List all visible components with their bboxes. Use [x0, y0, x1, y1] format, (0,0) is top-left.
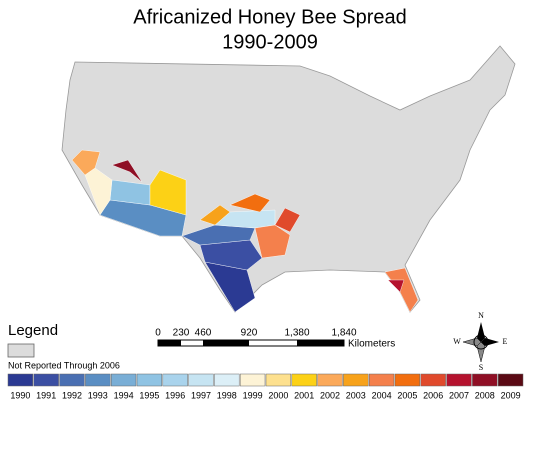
title: Africanized Honey Bee Spread — [133, 6, 407, 28]
scale-label: 1,380 — [284, 328, 309, 339]
region — [387, 279, 405, 293]
region — [199, 204, 231, 226]
legend-swatch — [446, 373, 472, 387]
legend-label: 1994 — [114, 390, 134, 400]
compass-n: N — [478, 311, 484, 320]
compass-s: S — [479, 363, 483, 372]
legend-label: 1990 — [10, 390, 30, 400]
legend-label: 1998 — [217, 390, 237, 400]
legend-label: 1999 — [243, 390, 263, 400]
region — [274, 207, 301, 233]
compass-needle — [477, 322, 485, 342]
scale-label: 0 — [155, 328, 161, 339]
scale-segment — [158, 340, 181, 346]
legend-swatch — [85, 373, 111, 387]
region — [254, 224, 291, 259]
legend-label: 2000 — [268, 390, 288, 400]
legend-swatch — [136, 373, 163, 387]
legend-label: 1997 — [191, 390, 211, 400]
legend-swatch — [394, 373, 421, 387]
compass-e: E — [503, 337, 508, 346]
not-reported-label: Not Reported Through 2006 — [8, 360, 120, 370]
legend-label: 1993 — [88, 390, 108, 400]
legend-label: 2009 — [501, 390, 521, 400]
region — [111, 159, 143, 183]
compass-needle — [462, 337, 482, 347]
legend-label: 2002 — [320, 390, 340, 400]
legend-swatch — [188, 373, 214, 387]
us-map — [61, 45, 516, 313]
legend-swatch — [7, 373, 34, 387]
legend-label: 2003 — [346, 390, 366, 400]
legend-title: Legend — [8, 322, 58, 339]
legend-swatches: 1990 1991 1992 1993 1994 1995 1996 1997 1998 1999… — [7, 373, 524, 400]
legend-swatch — [291, 373, 317, 387]
spread-regions — [71, 149, 419, 313]
scale-unit: Kilometers — [348, 339, 395, 350]
legend-label: 2001 — [294, 390, 314, 400]
scale-label: 230 — [173, 328, 190, 339]
legend-label: 2006 — [423, 390, 443, 400]
compass-needle — [481, 338, 499, 346]
scale-label: 1,840 — [331, 328, 356, 339]
legend-swatch — [497, 373, 524, 387]
legend-swatch — [420, 373, 446, 387]
legend-label: 2007 — [449, 390, 469, 400]
legend-swatch — [265, 373, 292, 387]
subtitle: 1990-2009 — [222, 31, 318, 53]
compass-w: W — [453, 337, 461, 346]
legend-swatch — [239, 373, 266, 387]
region — [384, 267, 419, 313]
legend-label: 2005 — [397, 390, 417, 400]
region — [181, 224, 256, 246]
legend-swatch — [343, 373, 369, 387]
legend-swatch — [472, 373, 498, 387]
region — [71, 149, 101, 176]
scale-bar: Kilometers 0 230 460 920 1,380 1,840 — [155, 328, 395, 350]
compass: N S W E — [453, 311, 507, 372]
scale-label: 920 — [241, 328, 258, 339]
legend-label: 1991 — [36, 390, 56, 400]
legend-label: 1992 — [62, 390, 82, 400]
legend-swatch — [368, 373, 395, 387]
region — [149, 169, 187, 216]
scale-segment — [297, 340, 344, 346]
us-outline — [61, 45, 516, 313]
legend-swatch — [317, 373, 343, 387]
legend-label: 1995 — [139, 390, 159, 400]
scale-label: 460 — [195, 328, 212, 339]
compass-ring — [473, 334, 489, 350]
legend-label: 1996 — [165, 390, 185, 400]
not-reported-swatch — [7, 343, 35, 358]
legend-label: 2008 — [475, 390, 495, 400]
legend-swatch — [59, 373, 85, 387]
legend-swatch — [214, 373, 240, 387]
legend-swatch — [33, 373, 59, 387]
region — [229, 193, 271, 213]
legend-swatch — [110, 373, 137, 387]
scale-segment — [203, 340, 249, 346]
legend-label: 2004 — [372, 390, 392, 400]
legend-swatch — [162, 373, 188, 387]
